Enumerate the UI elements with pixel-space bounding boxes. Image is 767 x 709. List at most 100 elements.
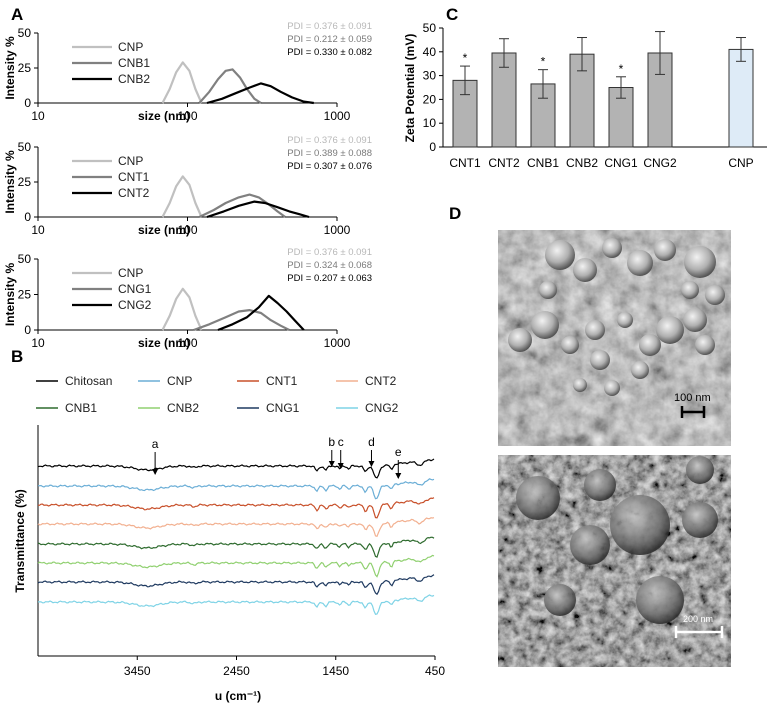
spectrum-cng2 [38,594,435,615]
sem-particle [531,311,559,339]
significance-mark: * [541,55,546,69]
peak-label: d [368,435,375,449]
x-tick-label: 100 [177,223,197,237]
sem-particle [695,335,715,355]
sem-image-top: 100 nm [498,230,731,446]
legend-label: CNT1 [118,170,150,184]
pdi-label: PDI = 0.330 ± 0.082 [287,47,372,58]
spectrum-cnb1 [37,536,435,558]
sem-cluster [682,502,718,538]
y-axis-label: Zeta Potential (mV) [403,34,417,143]
pdi-label: PDI = 0.376 ± 0.091 [287,21,372,32]
y-tick-label: 0 [429,140,436,154]
scale-bar-top-label: 100 nm [674,392,711,404]
peak-label: e [395,445,402,459]
y-tick-label: 0 [24,210,31,224]
x-tick-label: 10 [31,223,45,237]
pdi-label: PDI = 0.207 ± 0.063 [287,273,372,284]
panel-label-b: B [11,347,23,366]
sem-image-bottom: 200 nm [498,455,731,667]
dls-plot-1: 0 25 50 10 100 1000 size (nm) Intensity % CNP PDI… [3,21,372,123]
sem-particle [656,316,684,344]
series-line-cnb1 [198,68,262,104]
series-line-cnt2 [206,200,310,219]
x-tick-label: 1000 [324,336,351,350]
y-tick-label: 20 [423,92,437,106]
sem-particle [639,334,661,356]
sem-cluster [570,525,610,565]
y-tick-label: 50 [18,26,32,40]
series-line-cnp [161,287,203,331]
legend-label: Chitosan [65,374,112,388]
significance-mark: * [463,51,468,65]
sem-particle [617,312,633,328]
bar-cnt2 [491,52,517,148]
sem-cluster [686,456,714,484]
y-tick-label: 40 [423,45,437,59]
legend-label: CNP [118,40,143,54]
series-line-cng2 [217,294,305,332]
sem-cluster [544,584,576,616]
x-tick-label: 10 [31,109,45,123]
legend-label: CNT2 [365,374,397,388]
y-tick-label: 0 [24,96,31,110]
peak-arrowhead [395,473,402,479]
dls-plot-2: 0 25 50 10 100 1000 size (nm) Intensity % CNP PDI… [3,135,372,237]
legend-label: CNP [167,374,192,388]
x-tick-label: CNG1 [604,156,638,170]
panel-label-c: C [446,5,458,24]
y-tick-label: 0 [24,323,31,337]
scale-bar-top: 100 nm [674,392,711,418]
legend-label: CNG1 [118,282,152,296]
y-axis-label: Transmittance (%) [13,489,27,592]
pdi-label: PDI = 0.376 ± 0.091 [287,247,372,258]
y-axis-label: Intensity % [3,150,17,214]
sem-cluster [610,495,670,555]
sem-particle [545,240,575,270]
x-tick-label: 10 [31,336,45,350]
spectrum-chitosan [37,458,435,479]
x-axis-label: size (nm) [138,223,190,237]
spectrum-cnt2 [37,517,435,538]
x-tick-label: CNP [728,156,753,170]
scale-bar-bottom: 200 nm [674,614,724,638]
pdi-label: PDI = 0.389 ± 0.088 [287,148,372,159]
sem-cluster [584,469,616,501]
sem-particle [602,238,622,258]
x-axis-label: size (nm) [138,109,190,123]
sem-particle [681,281,699,299]
sem-particle [573,378,587,392]
sem-particle [585,320,605,340]
x-tick-label: 1450 [322,664,349,678]
sem-particle [539,281,557,299]
pdi-label: PDI = 0.307 ± 0.076 [287,161,372,172]
legend-label: CNT1 [266,374,298,388]
peak-label: c [338,435,344,449]
pdi-label: PDI = 0.212 ± 0.059 [287,34,372,45]
sem-particle [683,308,707,332]
sem-particle [705,285,725,305]
spectrum-cnb2 [37,554,435,578]
y-tick-label: 50 [18,140,32,154]
sem-particle [684,246,716,278]
sem-cluster [636,576,684,624]
spectrum-cnp [37,478,435,500]
legend-label: CNG2 [365,401,399,415]
x-tick-label: CNG2 [643,156,677,170]
sem-particle [590,350,610,370]
series-line-cnb2 [206,82,314,105]
y-tick-label: 10 [423,116,437,130]
peak-arrowhead [337,463,344,469]
bar-cnp [728,48,754,148]
spectrum-cnt1 [37,497,435,519]
y-tick-label: 25 [18,288,32,302]
legend-label: CNB1 [118,56,150,70]
y-tick-label: 50 [18,252,32,266]
legend-label: CNP [118,154,143,168]
y-tick-label: 30 [423,69,437,83]
y-tick-label: 25 [18,61,32,75]
peak-label: b [328,435,335,449]
dls-plot-3: 0 25 50 10 100 1000 size (nm) Intensity % CNP PDI… [3,247,372,350]
ftir-plot: 3450 2450 1450 450 u (cm⁻¹) Transmittance (%)… [13,374,445,703]
